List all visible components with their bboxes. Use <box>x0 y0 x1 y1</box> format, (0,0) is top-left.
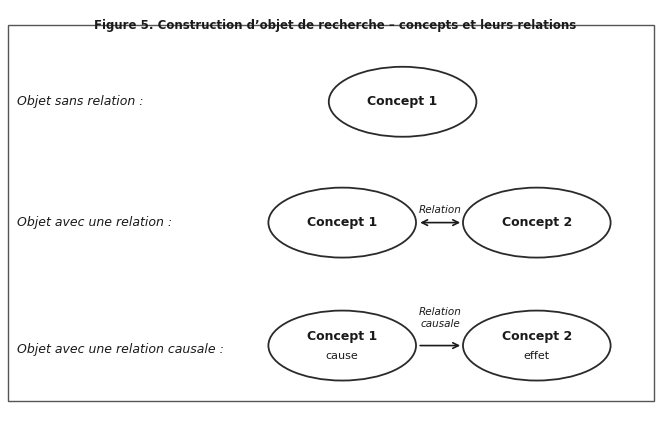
Ellipse shape <box>268 187 416 258</box>
Text: Concept 1: Concept 1 <box>368 95 437 108</box>
Ellipse shape <box>463 310 611 381</box>
Text: Concept 2: Concept 2 <box>502 330 572 343</box>
Text: Figure 5. Construction d’objet de recherche – concepts et leurs relations: Figure 5. Construction d’objet de recher… <box>95 19 576 32</box>
Text: Objet avec une relation causale :: Objet avec une relation causale : <box>17 343 223 356</box>
Text: Objet sans relation :: Objet sans relation : <box>17 95 144 108</box>
Text: Relation
causale: Relation causale <box>419 307 462 329</box>
Text: Concept 2: Concept 2 <box>502 216 572 229</box>
Text: Relation: Relation <box>419 205 462 215</box>
Text: Concept 1: Concept 1 <box>307 216 377 229</box>
Ellipse shape <box>463 187 611 258</box>
Text: effet: effet <box>524 351 550 361</box>
Text: Concept 1: Concept 1 <box>307 330 377 343</box>
Text: Objet avec une relation :: Objet avec une relation : <box>17 216 172 229</box>
Ellipse shape <box>268 310 416 381</box>
Ellipse shape <box>329 67 476 137</box>
Text: cause: cause <box>326 351 358 361</box>
